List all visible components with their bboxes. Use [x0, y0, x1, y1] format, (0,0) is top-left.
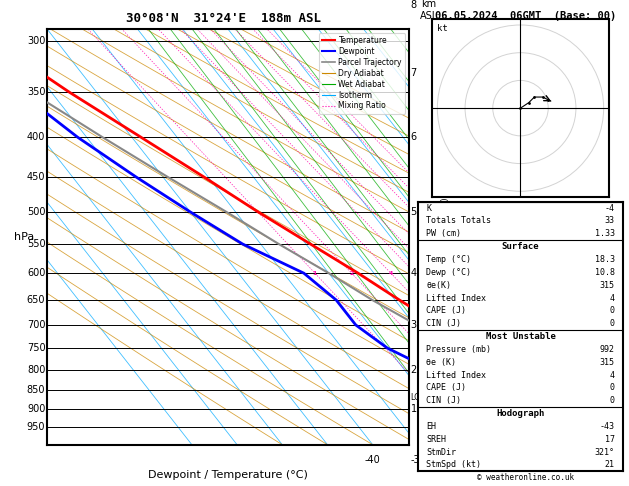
Text: 2: 2: [349, 271, 353, 276]
Text: 650: 650: [27, 295, 45, 305]
Text: 8: 8: [411, 0, 417, 10]
Text: 1.33: 1.33: [594, 229, 615, 238]
Text: StmSpd (kt): StmSpd (kt): [426, 461, 481, 469]
Text: -20: -20: [455, 455, 471, 465]
Text: 7: 7: [411, 68, 417, 78]
Text: 750: 750: [27, 343, 45, 353]
Text: Hodograph: Hodograph: [496, 409, 545, 418]
Text: Pressure (mb): Pressure (mb): [426, 345, 491, 354]
Legend: Temperature, Dewpoint, Parcel Trajectory, Dry Adiabat, Wet Adiabat, Isotherm, Mi: Temperature, Dewpoint, Parcel Trajectory…: [319, 33, 405, 114]
Text: 300: 300: [27, 35, 45, 46]
Text: K: K: [426, 204, 431, 212]
Text: 2: 2: [411, 365, 417, 375]
Text: LCL: LCL: [410, 394, 424, 402]
Text: 550: 550: [27, 239, 45, 249]
Text: EH: EH: [426, 422, 437, 431]
Text: -43: -43: [599, 422, 615, 431]
Text: 600: 600: [27, 268, 45, 278]
Text: 0: 0: [610, 383, 615, 392]
Text: 18.3: 18.3: [594, 255, 615, 264]
Text: 315: 315: [599, 358, 615, 367]
Text: 6: 6: [411, 132, 417, 142]
Text: Dewpoint / Temperature (°C): Dewpoint / Temperature (°C): [148, 469, 308, 480]
Text: -4: -4: [604, 204, 615, 212]
Text: kt: kt: [437, 23, 448, 33]
Text: 3: 3: [411, 320, 417, 330]
Text: 4: 4: [610, 371, 615, 380]
Text: 400: 400: [27, 132, 45, 142]
Text: StmDir: StmDir: [426, 448, 457, 457]
Text: Dewp (°C): Dewp (°C): [426, 268, 472, 277]
Text: km
ASL: km ASL: [420, 0, 438, 21]
Text: CAPE (J): CAPE (J): [426, 383, 467, 392]
Text: 0: 0: [610, 319, 615, 328]
Text: 17: 17: [604, 435, 615, 444]
Text: 33: 33: [604, 216, 615, 226]
Text: 0: 0: [610, 396, 615, 405]
Text: θe (K): θe (K): [426, 358, 457, 367]
Text: 950: 950: [27, 422, 45, 433]
Text: Lifted Index: Lifted Index: [426, 371, 486, 380]
Text: 4: 4: [411, 268, 417, 278]
Text: 321°: 321°: [594, 448, 615, 457]
Text: 10.8: 10.8: [594, 268, 615, 277]
Text: 315: 315: [599, 281, 615, 290]
Text: 30°08'N  31°24'E  188m ASL: 30°08'N 31°24'E 188m ASL: [126, 12, 321, 25]
Text: hPa: hPa: [14, 232, 34, 242]
Text: θe(K): θe(K): [426, 281, 452, 290]
Text: Surface: Surface: [502, 242, 539, 251]
Text: 700: 700: [27, 320, 45, 330]
Text: Mixing Ratio (g/kg): Mixing Ratio (g/kg): [440, 197, 450, 277]
Text: 0: 0: [550, 455, 557, 465]
Text: 992: 992: [599, 345, 615, 354]
Text: 1: 1: [411, 404, 417, 415]
Text: CAPE (J): CAPE (J): [426, 306, 467, 315]
Text: 1: 1: [313, 271, 317, 276]
Text: 350: 350: [27, 87, 45, 97]
Text: 450: 450: [27, 172, 45, 182]
Text: 0: 0: [610, 306, 615, 315]
Text: CIN (J): CIN (J): [426, 396, 462, 405]
Text: 850: 850: [27, 385, 45, 395]
Text: 06.05.2024  06GMT  (Base: 00): 06.05.2024 06GMT (Base: 00): [435, 11, 616, 21]
Text: 21: 21: [604, 461, 615, 469]
Text: 4: 4: [389, 271, 393, 276]
Text: CIN (J): CIN (J): [426, 319, 462, 328]
Text: Lifted Index: Lifted Index: [426, 294, 486, 302]
Text: Temp (°C): Temp (°C): [426, 255, 472, 264]
Text: 900: 900: [27, 404, 45, 415]
Text: 5: 5: [411, 207, 417, 217]
Text: SREH: SREH: [426, 435, 447, 444]
Text: -40: -40: [365, 455, 381, 465]
Text: 10: 10: [593, 455, 605, 465]
Text: 800: 800: [27, 365, 45, 375]
Text: © weatheronline.co.uk: © weatheronline.co.uk: [477, 473, 574, 482]
Text: 4: 4: [610, 294, 615, 302]
Text: 500: 500: [27, 207, 45, 217]
Text: PW (cm): PW (cm): [426, 229, 462, 238]
Text: Totals Totals: Totals Totals: [426, 216, 491, 226]
Text: Most Unstable: Most Unstable: [486, 332, 555, 341]
Text: -30: -30: [410, 455, 426, 465]
Text: -10: -10: [501, 455, 516, 465]
